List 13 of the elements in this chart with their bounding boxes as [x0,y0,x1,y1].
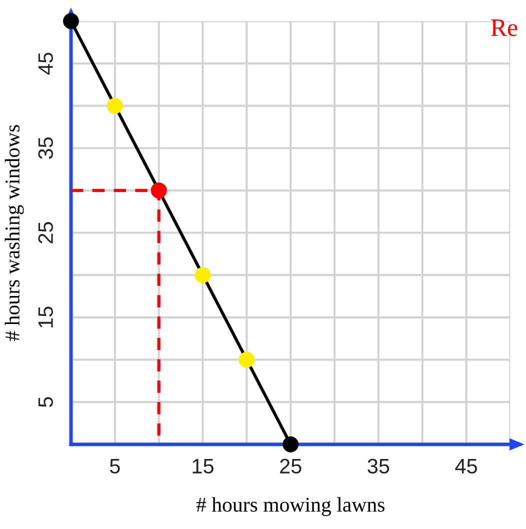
y-tick-label: 25 [38,222,54,244]
y-axis-title: # hours washing windows [4,125,24,341]
y-tick-label: 15 [38,306,54,328]
x-axis-title: # hours mowing lawns [196,497,384,516]
x-tick-label: 35 [368,458,390,474]
x-tick-label: 5 [110,459,120,474]
y-tick-label: 45 [38,52,54,75]
x-tick-label: 45 [455,459,478,474]
x-tick-label: 25 [280,458,302,474]
y-tick-label: 35 [38,137,54,159]
annotation: Re [491,19,518,36]
x-tick-label: 15 [192,459,214,474]
y-tick-label: 5 [38,397,54,407]
